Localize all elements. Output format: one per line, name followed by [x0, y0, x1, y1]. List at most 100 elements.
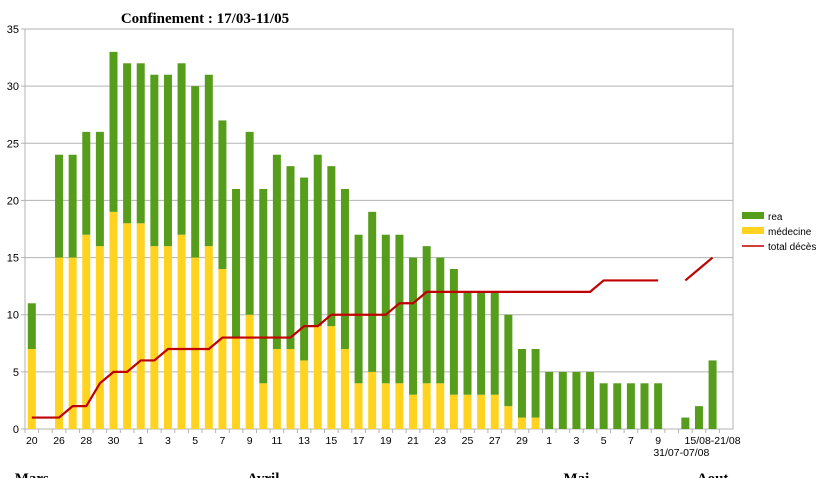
bar	[55, 257, 64, 429]
bar	[204, 74, 213, 247]
bar	[477, 394, 486, 429]
bar	[259, 383, 268, 429]
month-label: Mars	[15, 471, 49, 478]
bar	[82, 131, 91, 235]
bar	[449, 269, 458, 395]
x-tick-label: 19	[380, 435, 392, 447]
bar	[381, 383, 390, 429]
x-tick-label: 17	[353, 435, 365, 447]
month-label: Aout	[697, 471, 729, 478]
bar	[177, 234, 186, 429]
bar	[272, 349, 281, 429]
bar	[436, 257, 445, 384]
y-tick-label: 0	[13, 424, 19, 436]
bar	[218, 120, 227, 269]
bar	[694, 406, 703, 429]
bar	[708, 360, 717, 429]
bar	[531, 417, 540, 429]
y-tick-label: 15	[7, 253, 19, 265]
bar	[82, 234, 91, 429]
bar	[586, 371, 595, 429]
y-tick-label: 20	[7, 195, 19, 207]
y-tick-label: 35	[7, 24, 19, 36]
bar	[517, 417, 526, 429]
bar	[368, 211, 377, 372]
x-tick-label: 7	[220, 435, 226, 447]
bar	[531, 349, 540, 418]
bar	[27, 303, 36, 349]
y-tick-label: 10	[7, 310, 19, 322]
x-tick-label: 1	[546, 435, 552, 447]
x-tick-label: 29	[516, 435, 528, 447]
x-tick-label: 1	[138, 435, 144, 447]
bar	[395, 383, 404, 429]
x-tick-label: 13	[298, 435, 310, 447]
bar	[123, 63, 132, 224]
x-tick-label: 15/08-21/08	[685, 435, 741, 447]
bar	[245, 314, 254, 429]
bar	[395, 234, 404, 384]
bar	[232, 337, 241, 429]
bar	[150, 246, 159, 429]
bar	[232, 189, 241, 338]
bar	[27, 349, 36, 429]
bar	[204, 246, 213, 429]
bar	[259, 189, 268, 384]
bar	[286, 349, 295, 429]
x-tick-label: 5	[192, 435, 198, 447]
y-tick-label: 25	[7, 138, 19, 150]
legend-label: médecine	[768, 227, 812, 238]
bar	[191, 257, 200, 429]
legend-label: total décès	[768, 242, 816, 253]
x-tick-label: 25	[462, 435, 474, 447]
bar	[436, 383, 445, 429]
bar	[409, 257, 418, 395]
legend-label: rea	[768, 212, 783, 223]
bar	[136, 63, 145, 224]
bar	[272, 154, 281, 349]
bar	[68, 257, 77, 429]
bar	[95, 131, 104, 247]
bar	[504, 406, 513, 429]
x-tick-label: 30	[108, 435, 120, 447]
bar	[177, 63, 186, 235]
x-tick-label: 9	[655, 435, 661, 447]
bar	[340, 189, 349, 349]
bar	[354, 383, 363, 429]
bar	[504, 314, 513, 407]
x-tick-label: 27	[489, 435, 501, 447]
bar	[55, 154, 64, 258]
x-tick-label: 20	[26, 435, 38, 447]
bar	[381, 234, 390, 384]
bar	[463, 291, 472, 395]
bar	[123, 223, 132, 429]
bar	[327, 326, 336, 429]
bar	[490, 394, 499, 429]
bar	[327, 166, 336, 327]
bar	[422, 246, 431, 384]
month-label: Avril	[247, 471, 279, 478]
bar	[300, 360, 309, 429]
x-tick-label: 3	[165, 435, 171, 447]
bar	[558, 371, 567, 429]
legend-swatch	[742, 227, 764, 234]
bar	[218, 269, 227, 429]
x-tick-label: 23	[434, 435, 446, 447]
bar	[490, 291, 499, 395]
x-tick-label: 15	[326, 435, 338, 447]
chart-title: Confinement : 17/03-11/05	[121, 11, 289, 27]
bar	[354, 234, 363, 384]
bar	[477, 291, 486, 395]
bar	[545, 371, 554, 429]
bar	[286, 166, 295, 349]
bar	[95, 246, 104, 429]
bar	[449, 394, 458, 429]
bar	[313, 154, 322, 327]
bar	[109, 211, 118, 429]
bar	[681, 417, 690, 429]
x-tick-label: 3	[574, 435, 580, 447]
bar	[245, 131, 254, 315]
bar	[422, 383, 431, 429]
